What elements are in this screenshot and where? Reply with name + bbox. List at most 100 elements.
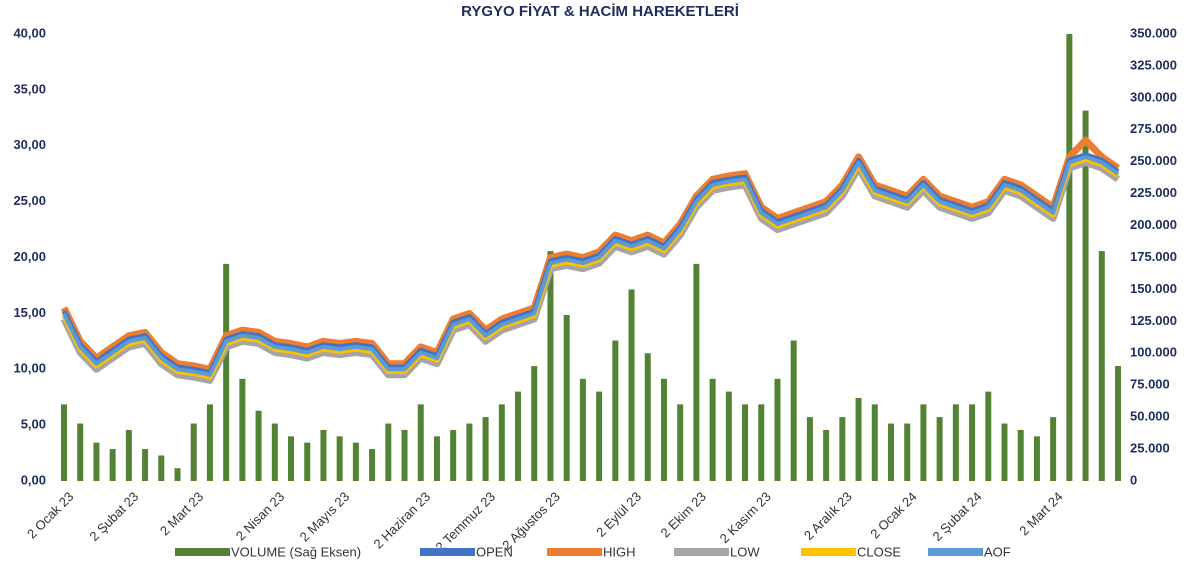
price-line (60, 159, 1120, 384)
volume-bar (774, 378, 781, 481)
y-tick-label: 5,00 (21, 417, 46, 432)
y-tick-label: 20,00 (13, 249, 46, 264)
volume-bar (660, 378, 667, 481)
volume-bar (547, 251, 554, 481)
legend-label: LOW (730, 544, 760, 559)
volume-bar (1066, 34, 1073, 481)
volume-bar (304, 442, 311, 481)
volume-bar (596, 391, 603, 481)
volume-bar (1033, 436, 1040, 481)
y2-tick-label: 50.000 (1130, 409, 1170, 424)
volume-bar (612, 340, 619, 481)
volume-bar (758, 404, 765, 481)
volume-bar (1115, 366, 1121, 481)
volume-bar (482, 417, 489, 481)
volume-bar (579, 378, 586, 481)
volume-bar (823, 429, 830, 481)
volume-bar (1098, 251, 1105, 481)
volume-bar (904, 423, 911, 481)
volume-bar (369, 449, 376, 481)
x-tick-label: 2 Şubat 23 (86, 489, 141, 544)
y2-tick-label: 25.000 (1130, 441, 1170, 456)
volume-bar (498, 404, 505, 481)
y-tick-label: 25,00 (13, 193, 46, 208)
x-tick-label: 2 Nisan 23 (233, 489, 288, 544)
volume-bar (255, 410, 262, 481)
volume-bar (142, 449, 149, 481)
legend-swatch (547, 548, 602, 556)
volume-bar (1017, 429, 1024, 481)
x-tick-label: 2 Ocak 23 (24, 489, 77, 542)
legend-label: AOF (984, 544, 1011, 559)
volume-bar (725, 391, 732, 481)
y2-tick-label: 125.000 (1130, 313, 1177, 328)
price-line (61, 152, 1120, 376)
chart-title: RYGYO FİYAT & HACİM HAREKETLERİ (461, 3, 739, 20)
x-tick-label: 2 Ekim 23 (657, 489, 708, 540)
volume-bar (417, 404, 424, 481)
x-tick-label: 2 Ocak 24 (867, 489, 920, 542)
volume-bar (433, 436, 440, 481)
y-tick-label: 15,00 (13, 305, 46, 320)
legend-label: CLOSE (857, 544, 901, 559)
y2-tick-label: 300.000 (1130, 89, 1177, 104)
volume-bar (790, 340, 797, 481)
volume-bar (985, 391, 992, 481)
volume-bar (1001, 423, 1008, 481)
volume-bar (920, 404, 927, 481)
legend-label: HIGH (603, 544, 636, 559)
y2-tick-label: 325.000 (1130, 57, 1177, 72)
volume-bar (158, 455, 165, 481)
volume-bar (401, 429, 408, 481)
price-line (60, 136, 1120, 373)
volume-bar (271, 423, 278, 481)
x-tick-label: 2 Mayıs 23 (297, 489, 353, 545)
volume-bar (174, 468, 181, 481)
volume-bar (855, 397, 862, 481)
volume-bar (77, 423, 84, 481)
volume-bar (969, 404, 976, 481)
y2-tick-label: 150.000 (1130, 281, 1177, 296)
y-tick-label: 0,00 (21, 472, 46, 487)
x-tick-label: 2 Mart 24 (1016, 489, 1065, 538)
volume-bar (450, 429, 457, 481)
volume-bar (693, 263, 700, 481)
volume-bar (1082, 110, 1089, 481)
volume-bar (531, 366, 538, 481)
y2-tick-label: 100.000 (1130, 345, 1177, 360)
y2-tick-label: 200.000 (1130, 217, 1177, 232)
volume-bar (466, 423, 473, 481)
y-tick-label: 10,00 (13, 361, 46, 376)
y-tick-label: 30,00 (13, 137, 46, 152)
y2-tick-label: 350.000 (1130, 25, 1177, 40)
volume-bar (288, 436, 295, 481)
volume-bar (190, 423, 197, 481)
x-tick-label: 2 Aralık 23 (801, 489, 855, 543)
volume-bar (936, 417, 943, 481)
y2-tick-label: 0 (1130, 472, 1137, 487)
y-tick-label: 40,00 (13, 25, 46, 40)
legend-label: OPEN (476, 544, 513, 559)
volume-bar (125, 429, 132, 481)
volume-bar (206, 404, 213, 481)
volume-bar (336, 436, 343, 481)
volume-bar (93, 442, 100, 481)
volume-bar (839, 417, 846, 481)
volume-bar (352, 442, 359, 481)
price-line (61, 156, 1120, 380)
volume-bar (709, 378, 716, 481)
x-tick-label: 2 Ağustos 23 (499, 489, 563, 553)
volume-bar (742, 404, 749, 481)
volume-bar (1050, 417, 1057, 481)
y2-tick-label: 225.000 (1130, 185, 1177, 200)
y2-tick-label: 275.000 (1130, 121, 1177, 136)
volume-bar (385, 423, 392, 481)
legend-label: VOLUME (Sağ Eksen) (231, 544, 361, 559)
volume-bar (887, 423, 894, 481)
legend-swatch (674, 548, 729, 556)
x-tick-label: 2 Haziran 23 (371, 489, 434, 552)
volume-bar (871, 404, 878, 481)
legend-swatch (175, 548, 230, 556)
y2-tick-label: 75.000 (1130, 377, 1170, 392)
